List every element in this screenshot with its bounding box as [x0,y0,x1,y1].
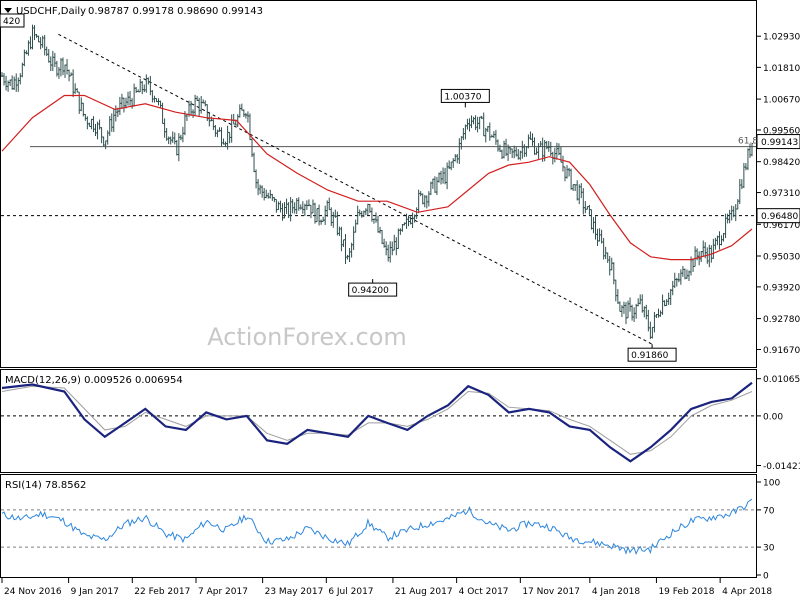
price-y-tick-label: 0.91670 [763,346,800,356]
symbol-label: USDCHF,Daily [16,6,86,17]
price-layer: 1.02930 1.01810 1.00670 0.99560 0.98420 0.973… [0,13,800,362]
annotation-label: 420 [3,17,20,27]
annotation-label: 0.91860 [631,351,668,361]
x-axis-tick-label: 17 Nov 2017 [522,587,580,597]
annotation-label: 0.94200 [352,286,389,296]
rsi-y-tick-label: 100 [763,479,780,489]
rsi-y-tick-label: 0 [763,572,769,582]
macd-layer: 0.010656 0.00 -0.014218 [1,375,800,472]
macd-y-tick-label: -0.014218 [763,462,800,472]
price-panel-frame [0,0,757,368]
ohlc-values: 0.98787 0.99178 0.98690 0.99143 [88,6,263,17]
price-y-tick-label: 1.02930 [763,33,800,43]
x-axis-tick-label: 6 Jul 2017 [328,587,373,597]
x-axis-tick-label: 9 Jan 2017 [71,587,119,597]
price-y-tick-label: 1.00670 [763,96,800,106]
price-y-tick-label: 0.92780 [763,315,800,325]
price-y-tick-label: 0.95030 [763,252,800,262]
macd-title: MACD(12,26,9) 0.009526 0.006954 [5,375,183,386]
chart-header: USDCHF,Daily 0.98787 0.99178 0.98690 0.9… [4,6,263,17]
collapse-triangle-icon[interactable] [4,8,12,13]
trendline [58,33,653,345]
annotation-box [0,13,25,28]
price-y-tick-label: 0.99560 [763,126,800,136]
x-axis-tick-label: 7 Apr 2017 [198,587,248,597]
rsi-y-tick-label: 70 [763,506,775,516]
price-y-tick-label: 0.93920 [763,283,800,293]
x-axis-tick-label: 4 Apr 2018 [722,587,772,597]
macd-panel-frame [0,369,757,473]
x-axis-tick-label: 23 May 2017 [265,587,324,597]
x-axis: 24 Nov 2016 9 Jan 2017 22 Feb 2017 7 Apr 20… [1,578,772,597]
macd-y-tick-label: 0.00 [763,412,783,422]
x-axis-tick-label: 22 Feb 2017 [134,587,190,597]
current-price-box [756,134,800,150]
support-label-box [756,208,800,224]
watermark: ActionForex.com [207,323,407,351]
fib-label: 61.8 [738,137,758,147]
rsi-panel-frame [0,474,757,578]
x-axis-tick-label: 21 Aug 2017 [395,587,453,597]
price-y-tick-label: 0.96170 [763,221,800,231]
support-label: 0.96480 [761,212,798,222]
moving-average-line [1,94,753,261]
rsi-y-tick-label: 30 [763,544,775,554]
x-axis-tick-label: 4 Jan 2018 [592,587,640,597]
macd-line [1,381,753,463]
current-price-label: 0.99143 [761,138,798,148]
x-axis-tick-label: 19 Feb 2018 [658,587,714,597]
rsi-layer: 100 70 30 0 [1,479,780,582]
rsi-title: RSI(14) 78.8562 [5,480,86,491]
rsi-line [1,498,753,556]
x-axis-tick-label: 4 Oct 2017 [459,587,509,597]
annotation-label: 1.00370 [444,92,481,102]
price-y-tick-label: 1.01810 [763,64,800,74]
x-axis-tick-label: 24 Nov 2016 [4,587,62,597]
price-y-tick-label: 0.97310 [763,189,800,199]
panel-frames [0,0,757,578]
price-y-tick-label: 0.98420 [763,158,800,168]
macd-y-tick-label: 0.010656 [763,375,800,385]
